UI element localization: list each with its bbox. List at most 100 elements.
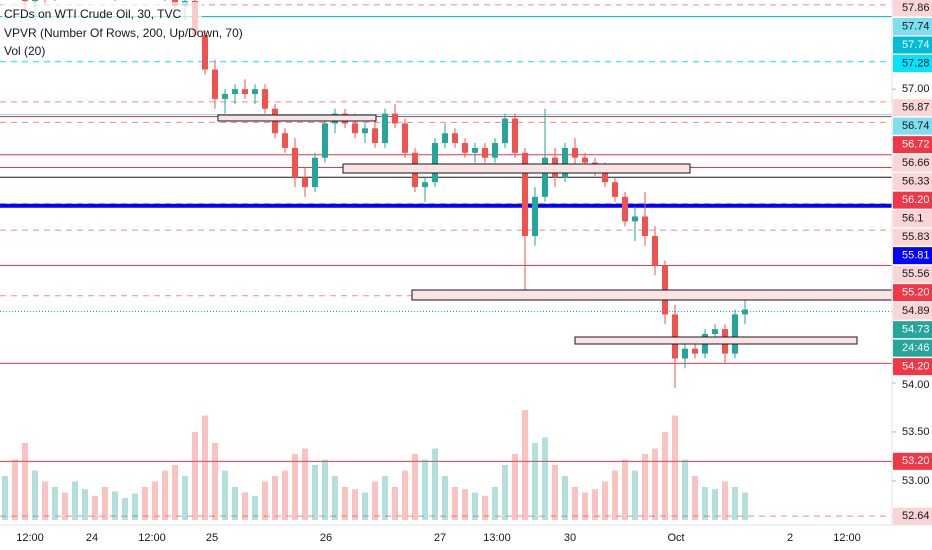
- price-label-bg: [893, 302, 932, 320]
- volume-bar: [432, 448, 438, 520]
- x-tick-label: 13:00: [483, 532, 511, 544]
- volume-bar: [742, 492, 748, 520]
- candle-body: [432, 143, 438, 183]
- volume-bar: [172, 465, 178, 520]
- volume-bar: [92, 495, 98, 520]
- volume-bar: [602, 481, 608, 520]
- volume-bar: [562, 476, 568, 520]
- x-tick-label: 26: [320, 532, 332, 544]
- candle-body: [542, 157, 548, 197]
- price-label-bg: [893, 339, 932, 357]
- price-label-bg: [893, 173, 932, 191]
- volume-bar: [682, 459, 688, 520]
- volume-bar: [352, 489, 358, 520]
- price-label-bg: [893, 36, 932, 54]
- volume-bar: [302, 448, 308, 520]
- price-label-bg: [893, 55, 932, 72]
- candle-body: [502, 118, 508, 144]
- x-tick-label: 12:00: [833, 532, 861, 544]
- price-label: 57.74: [902, 20, 930, 32]
- volume-bar: [32, 470, 38, 520]
- price-label: 54.20: [902, 361, 930, 373]
- price-label: 56.72: [902, 139, 930, 151]
- price-label-bg: [893, 99, 932, 117]
- volume-bar: [252, 495, 258, 520]
- candle-body: [532, 196, 538, 237]
- volume-bar: [222, 470, 228, 520]
- volume-bar: [522, 410, 528, 520]
- x-tick-label: 2: [787, 532, 793, 544]
- volume-bar: [732, 487, 738, 520]
- volume-bar: [212, 443, 218, 520]
- x-tick-label: 30: [564, 532, 576, 544]
- volume-bar: [362, 492, 368, 520]
- volume-bar: [652, 448, 658, 520]
- volume-bar: [402, 470, 408, 520]
- candle-body: [312, 157, 318, 188]
- price-label: 54.00: [902, 379, 930, 391]
- candle-body: [632, 216, 638, 222]
- candle-body: [212, 69, 218, 99]
- chart-title: CFDs on WTI Crude Oil, 30, TVC: [4, 7, 181, 21]
- volume-bar: [272, 476, 278, 520]
- time-axis: 12:00 24 12:00 25 26 27 13:00 30 Oct 2 12:00: [16, 532, 861, 544]
- candle-body: [202, 35, 208, 70]
- volume-bar: [692, 476, 698, 520]
- candle-body: [222, 94, 228, 99]
- candle-body: [302, 177, 308, 188]
- candle-body: [452, 133, 458, 144]
- x-tick-label: 12:00: [16, 532, 44, 544]
- volume-bar: [342, 487, 348, 520]
- volume-bar: [82, 489, 88, 520]
- candles: [22, 0, 748, 388]
- candle-body: [682, 348, 688, 359]
- price-label: 57.86: [902, 2, 930, 14]
- candle-body: [742, 309, 748, 315]
- volume-bar: [52, 487, 58, 520]
- volume-bar: [142, 487, 148, 520]
- volume-bar: [202, 415, 208, 520]
- volume-bar: [12, 459, 18, 520]
- price-label: 54.89: [902, 305, 930, 317]
- volume-bar: [472, 492, 478, 520]
- volume-bar: [512, 454, 518, 520]
- candle-body: [462, 143, 468, 153]
- volume-bar: [642, 454, 648, 520]
- zone-box: [217, 114, 377, 122]
- volume-bar: [582, 492, 588, 520]
- price-label: 56.20: [902, 194, 930, 206]
- price-label-bg: [893, 18, 932, 35]
- volume-bar: [462, 489, 468, 520]
- candle-body: [482, 147, 488, 158]
- candle-body: [512, 118, 518, 153]
- volume-bar: [612, 470, 618, 520]
- candle-body: [382, 113, 388, 144]
- volume-bar: [262, 481, 268, 520]
- volume-bar: [722, 481, 728, 520]
- volume-bar: [482, 495, 488, 520]
- candle-body: [622, 196, 628, 222]
- volume-bar: [502, 465, 508, 520]
- price-label: 52.64: [902, 510, 930, 522]
- candle-body: [612, 182, 618, 197]
- price-label-bg: [893, 358, 932, 376]
- volume-bar: [242, 492, 248, 520]
- candle-body: [32, 0, 38, 1]
- candle-body: [402, 123, 408, 153]
- candle-body: [352, 123, 358, 134]
- price-label-bg: [893, 265, 932, 283]
- volume-bar: [412, 454, 418, 520]
- x-tick-label: 27: [434, 532, 446, 544]
- price-label: 54.73: [902, 324, 930, 336]
- volume-bar: [422, 459, 428, 520]
- price-label-bg: [893, 452, 932, 470]
- candle-body: [392, 113, 398, 124]
- price-label: 57.00: [902, 83, 930, 95]
- indicator-label: Vol (20): [4, 44, 45, 58]
- price-label: 55.83: [902, 231, 930, 243]
- price-label: 53.00: [902, 475, 930, 487]
- volume-bar: [592, 489, 598, 520]
- drawings: [217, 114, 893, 345]
- candle-body: [562, 147, 568, 178]
